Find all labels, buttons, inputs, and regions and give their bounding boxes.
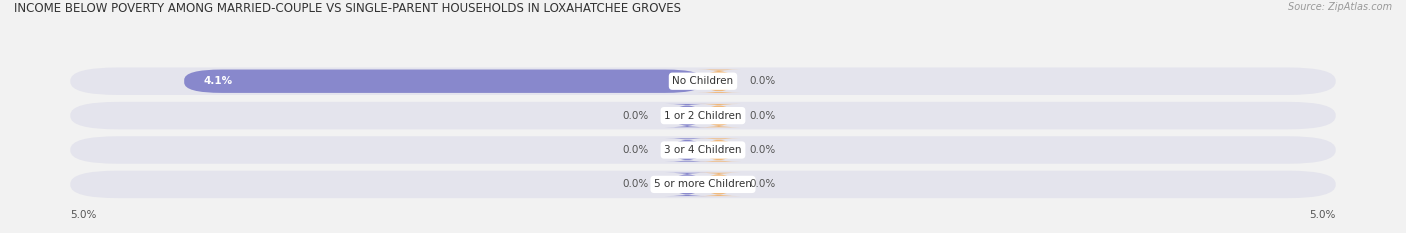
FancyBboxPatch shape [70,68,1336,95]
FancyBboxPatch shape [697,104,741,127]
FancyBboxPatch shape [697,138,741,162]
Text: 1 or 2 Children: 1 or 2 Children [664,111,742,121]
Text: 0.0%: 0.0% [749,76,776,86]
Text: 5.0%: 5.0% [1309,210,1336,220]
Text: 0.0%: 0.0% [749,111,776,121]
Text: 5.0%: 5.0% [70,210,97,220]
Text: 3 or 4 Children: 3 or 4 Children [664,145,742,155]
FancyBboxPatch shape [697,69,741,93]
FancyBboxPatch shape [665,104,710,127]
FancyBboxPatch shape [665,138,710,162]
FancyBboxPatch shape [697,173,741,196]
Text: INCOME BELOW POVERTY AMONG MARRIED-COUPLE VS SINGLE-PARENT HOUSEHOLDS IN LOXAHAT: INCOME BELOW POVERTY AMONG MARRIED-COUPL… [14,2,681,15]
Text: 5 or more Children: 5 or more Children [654,179,752,189]
FancyBboxPatch shape [665,173,710,196]
Text: No Children: No Children [672,76,734,86]
Text: 0.0%: 0.0% [749,145,776,155]
Text: Source: ZipAtlas.com: Source: ZipAtlas.com [1288,2,1392,12]
Text: 0.0%: 0.0% [623,111,648,121]
FancyBboxPatch shape [70,136,1336,164]
Text: 0.0%: 0.0% [623,145,648,155]
FancyBboxPatch shape [184,69,703,93]
Text: 0.0%: 0.0% [623,179,648,189]
Text: 4.1%: 4.1% [202,76,232,86]
FancyBboxPatch shape [70,102,1336,129]
Text: 0.0%: 0.0% [749,179,776,189]
FancyBboxPatch shape [70,171,1336,198]
